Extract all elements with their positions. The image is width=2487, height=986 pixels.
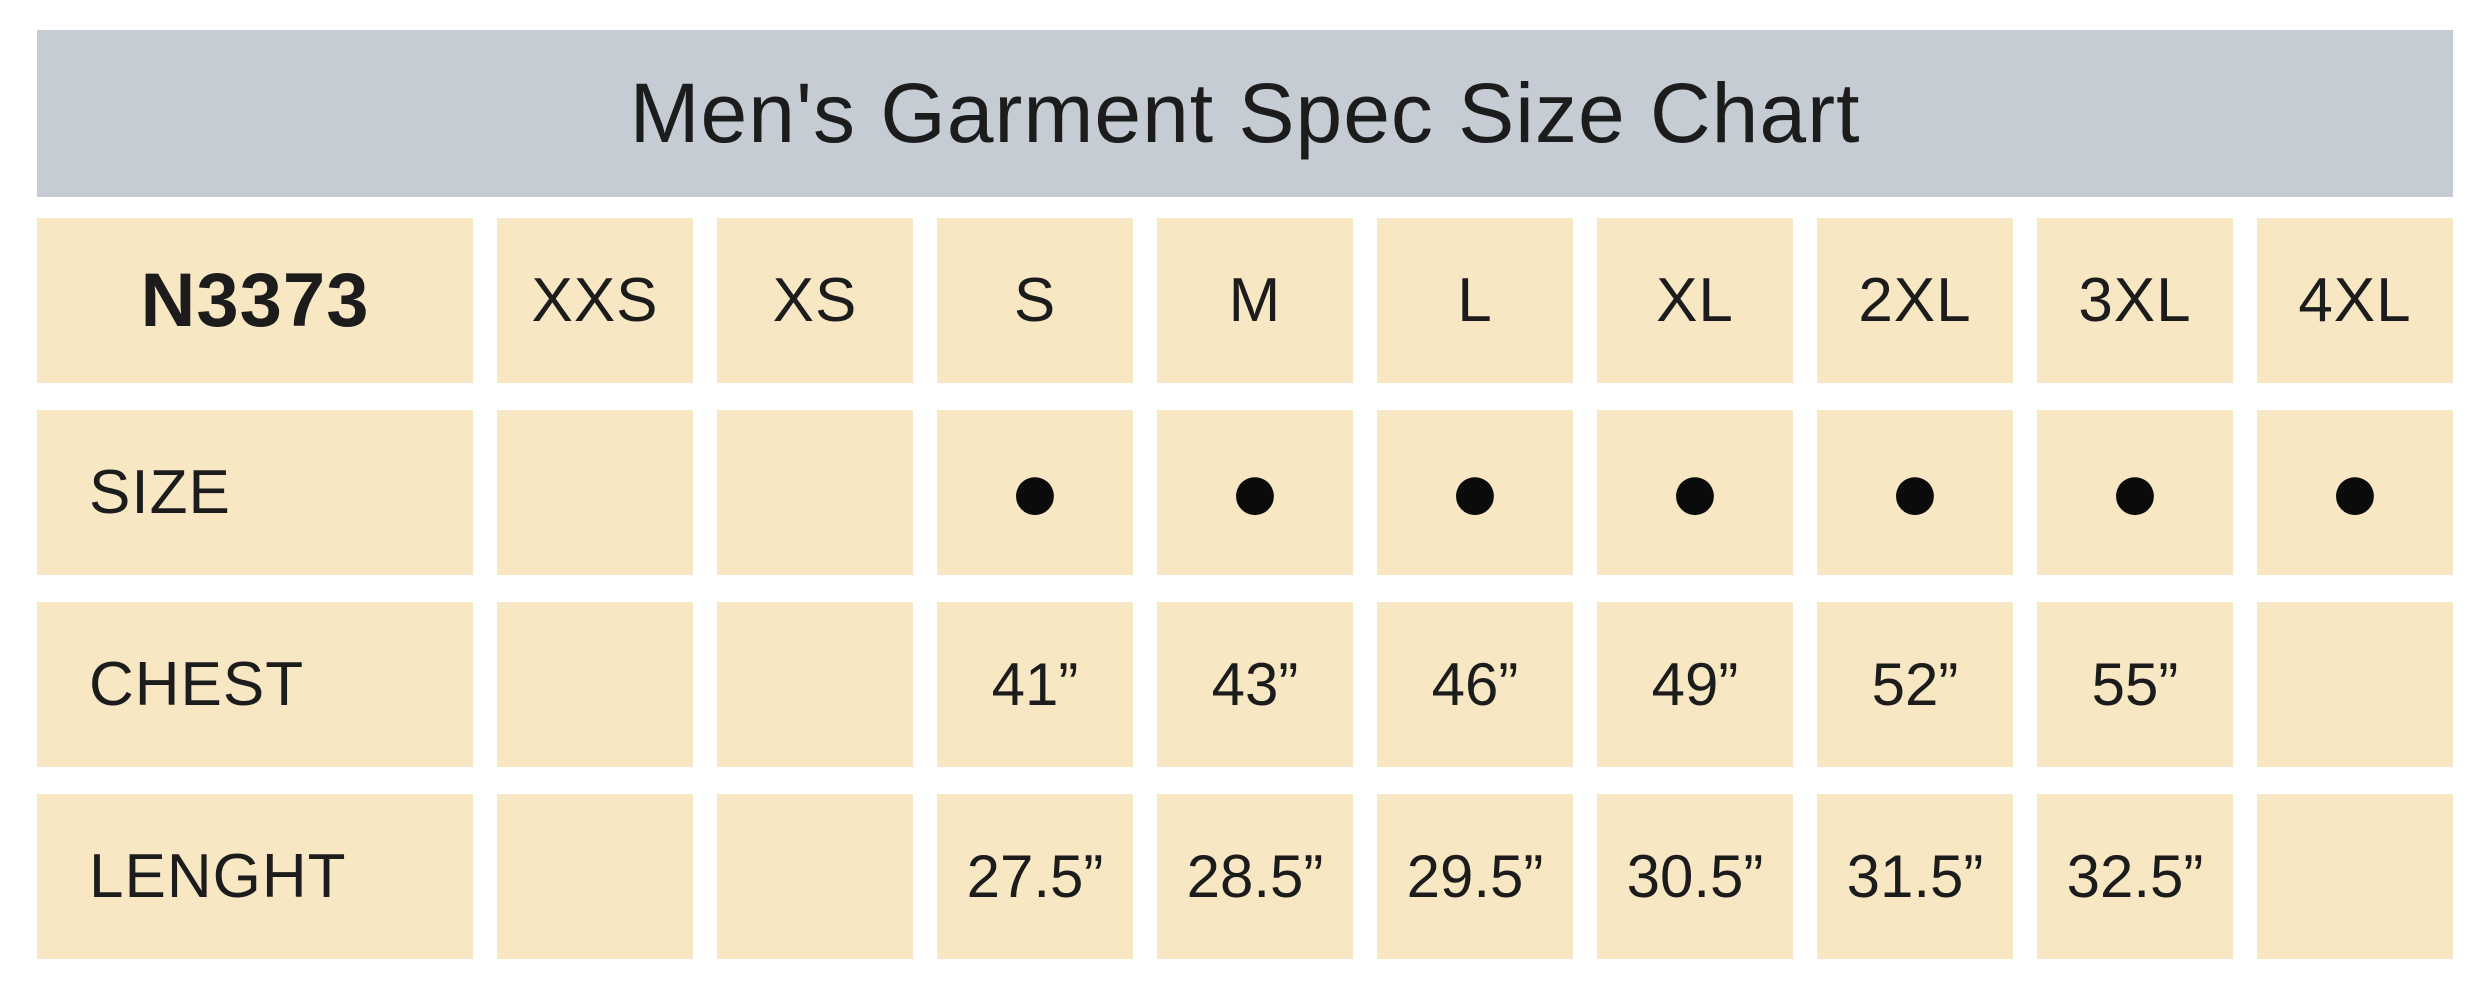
- cell-size-s: ●: [937, 410, 1133, 575]
- cell-size-m: ●: [1157, 410, 1353, 575]
- cell-size-xs: [717, 410, 913, 575]
- cell-size-3xl: ●: [2037, 410, 2233, 575]
- availability-dot-icon: ●: [1448, 440, 1502, 540]
- row-label-chest: CHEST: [37, 602, 473, 767]
- size-column-header-xxs: XXS: [497, 218, 693, 383]
- title-bar: Men's Garment Spec Size Chart: [37, 30, 2453, 197]
- availability-dot-icon: ●: [2328, 440, 2382, 540]
- row-label-lenght: LENGHT: [37, 794, 473, 959]
- cell-lenght-3xl: 32.5”: [2037, 794, 2233, 959]
- cell-lenght-4xl: [2257, 794, 2453, 959]
- availability-dot-icon: ●: [1008, 440, 1062, 540]
- availability-dot-icon: ●: [1888, 440, 1942, 540]
- size-column-header-4xl: 4XL: [2257, 218, 2453, 383]
- cell-lenght-s: 27.5”: [937, 794, 1133, 959]
- product-code-cell: N3373: [37, 218, 473, 383]
- size-column-header-s: S: [937, 218, 1133, 383]
- size-column-header-xs: XS: [717, 218, 913, 383]
- size-column-header-3xl: 3XL: [2037, 218, 2233, 383]
- size-table: N3373 XXS XS S M L XL 2XL 3XL 4XL SIZE ● ● ● ● ● ● ● CHEST…: [37, 218, 2453, 959]
- cell-size-4xl: ●: [2257, 410, 2453, 575]
- size-column-header-2xl: 2XL: [1817, 218, 2013, 383]
- cell-chest-2xl: 52”: [1817, 602, 2013, 767]
- availability-dot-icon: ●: [1228, 440, 1282, 540]
- cell-lenght-2xl: 31.5”: [1817, 794, 2013, 959]
- cell-lenght-xs: [717, 794, 913, 959]
- cell-chest-3xl: 55”: [2037, 602, 2233, 767]
- cell-chest-xxs: [497, 602, 693, 767]
- cell-chest-m: 43”: [1157, 602, 1353, 767]
- cell-lenght-xl: 30.5”: [1597, 794, 1793, 959]
- cell-chest-l: 46”: [1377, 602, 1573, 767]
- size-column-header-xl: XL: [1597, 218, 1793, 383]
- cell-lenght-xxs: [497, 794, 693, 959]
- cell-size-l: ●: [1377, 410, 1573, 575]
- page-title: Men's Garment Spec Size Chart: [629, 66, 1861, 160]
- cell-size-xxs: [497, 410, 693, 575]
- size-column-header-m: M: [1157, 218, 1353, 383]
- cell-size-2xl: ●: [1817, 410, 2013, 575]
- cell-chest-4xl: [2257, 602, 2453, 767]
- cell-lenght-m: 28.5”: [1157, 794, 1353, 959]
- row-label-size: SIZE: [37, 410, 473, 575]
- size-column-header-l: L: [1377, 218, 1573, 383]
- cell-chest-xs: [717, 602, 913, 767]
- availability-dot-icon: ●: [1668, 440, 1722, 540]
- cell-chest-s: 41”: [937, 602, 1133, 767]
- availability-dot-icon: ●: [2108, 440, 2162, 540]
- cell-size-xl: ●: [1597, 410, 1793, 575]
- cell-chest-xl: 49”: [1597, 602, 1793, 767]
- cell-lenght-l: 29.5”: [1377, 794, 1573, 959]
